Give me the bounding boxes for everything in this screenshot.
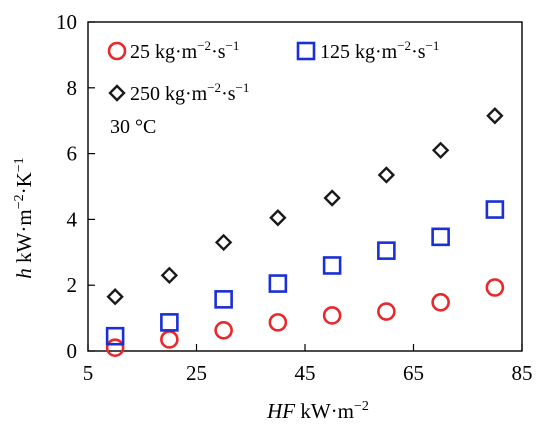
data-point-diamond — [323, 189, 341, 207]
y-tick-label: 2 — [67, 273, 78, 297]
y-tick-label: 6 — [67, 142, 78, 166]
y-axis-sup-1: −2 — [12, 194, 27, 209]
legend-label-sup: −1 — [226, 38, 240, 53]
y-axis-var: h — [12, 268, 36, 279]
legend-label-sup: −2 — [197, 38, 211, 53]
plot-frame — [87, 21, 523, 352]
data-point-circle — [485, 278, 505, 297]
x-tick-label: 85 — [512, 361, 533, 385]
legend-marker-diamond — [108, 84, 126, 102]
y-axis-units-mid: ·K — [12, 172, 36, 194]
data-point-circle — [105, 338, 125, 358]
data-point-square — [377, 241, 396, 260]
legend-marker-square — [296, 41, 316, 61]
tick-labels: 5 25 45 65 85 0 2 4 6 8 10 — [56, 10, 533, 385]
legend-label: 125 kg·m−2·s−1 — [320, 38, 439, 63]
x-tick-label: 45 — [295, 361, 316, 385]
data-point-circle — [322, 306, 342, 325]
temperature-annotation: 30 °C — [110, 116, 156, 138]
y-tick-label: 10 — [56, 10, 77, 34]
data-point-square — [322, 256, 342, 275]
data-point-square — [105, 326, 125, 346]
y-axis-sup-2: −1 — [12, 157, 27, 172]
legend-label-sup: −2 — [207, 80, 221, 95]
data-point-diamond — [160, 266, 179, 285]
data-point-diamond — [431, 141, 450, 160]
data-point-diamond — [269, 209, 287, 227]
data-point-square — [431, 227, 450, 247]
data-point-square — [160, 313, 179, 332]
legend-marker-circle — [107, 41, 127, 61]
data-point-square — [485, 200, 505, 219]
x-tick-label: 65 — [403, 361, 424, 385]
y-tick-label: 0 — [67, 339, 78, 363]
legend-label-part: 125 kg·m — [320, 41, 398, 63]
y-tick-label: 8 — [67, 76, 78, 100]
data-points — [105, 107, 505, 358]
x-tick-label: 25 — [186, 361, 207, 385]
data-point-diamond — [486, 107, 504, 125]
legend-label-part: ·s — [221, 83, 236, 105]
legend-label: 25 kg·m−2·s−1 — [130, 38, 239, 63]
x-axis-var: HF — [266, 399, 295, 423]
x-tick-label: 5 — [83, 361, 94, 385]
legend-label-sup: −1 — [236, 80, 250, 95]
data-point-square — [268, 274, 288, 293]
data-point-diamond — [214, 233, 233, 252]
legend-label-sup: −1 — [426, 38, 440, 53]
data-point-circle — [431, 293, 450, 312]
data-point-circle — [268, 313, 288, 332]
data-point-square — [214, 290, 233, 309]
legend-label-sup: −2 — [397, 38, 411, 53]
x-axis-units-sup: −2 — [354, 399, 369, 414]
data-point-circle — [377, 302, 396, 321]
y-axis-units: kW·m — [12, 209, 36, 268]
data-point-diamond — [377, 166, 396, 184]
legend-label: 250 kg·m−2·s−1 — [130, 80, 249, 105]
data-point-circle — [214, 320, 233, 340]
legend-label-part: 250 kg·m — [130, 83, 208, 105]
legend-label-part: 25 kg·m — [130, 41, 198, 63]
legend-label-part: ·s — [211, 41, 226, 63]
axes — [87, 21, 523, 352]
y-tick-label: 4 — [67, 207, 78, 231]
x-axis-units: kW·m — [295, 399, 354, 423]
data-point-diamond — [106, 288, 124, 306]
data-point-circle — [160, 330, 179, 349]
x-axis-title: HF kW·m−2 — [266, 399, 369, 423]
legend-label-part: ·s — [411, 41, 426, 63]
y-axis-title: h kW·m−2·K−1 — [12, 157, 36, 278]
